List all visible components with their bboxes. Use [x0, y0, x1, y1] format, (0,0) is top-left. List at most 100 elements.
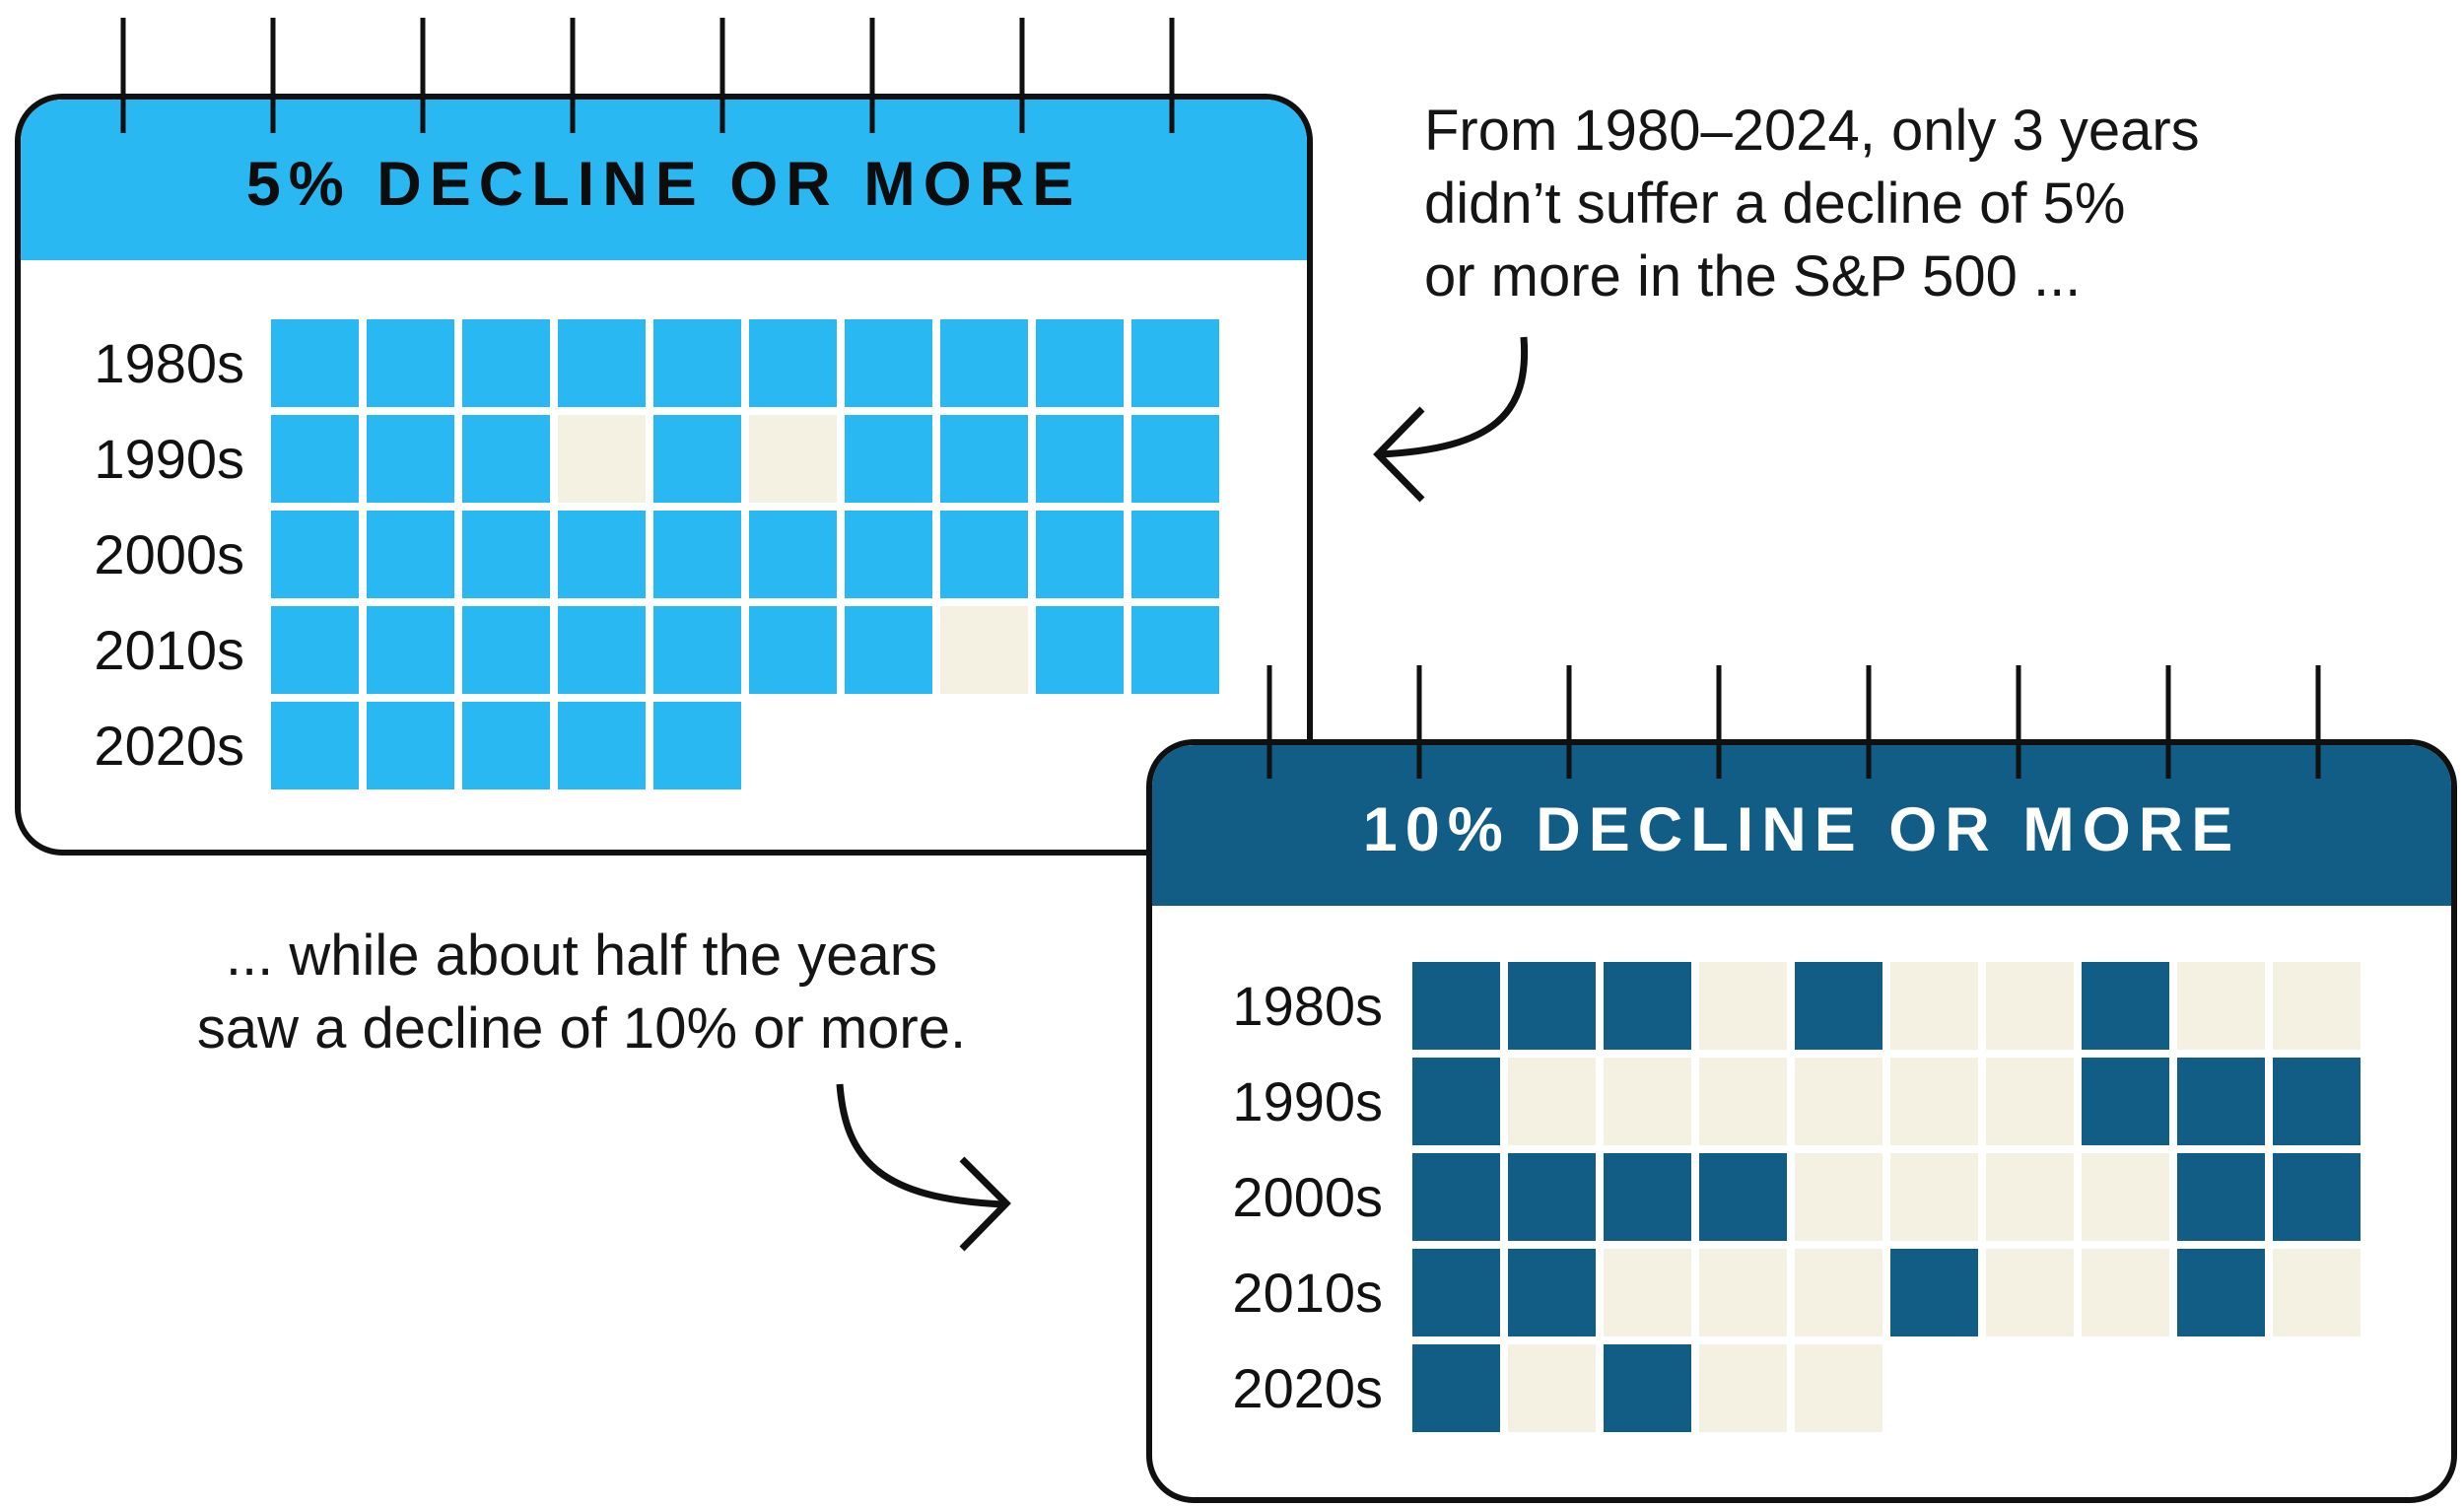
- year-cell-decline: [271, 415, 359, 503]
- year-cell-no-decline: [1795, 1153, 1882, 1241]
- panel-5pct-title: 5% DECLINE OR MORE: [245, 149, 1082, 219]
- year-cell-no-decline: [2082, 1249, 2169, 1336]
- year-cell-no-decline: [1604, 1249, 1691, 1336]
- decade-label: 1990s: [1232, 1070, 1383, 1132]
- panel-5pct-grid: 1980s 1990s 2000s 2010s 2020s: [21, 319, 1307, 789]
- year-cell-decline: [940, 319, 1028, 407]
- panel-10pct-title: 10% DECLINE OR MORE: [1362, 794, 2241, 864]
- year-cell-decline: [940, 511, 1028, 598]
- year-cell-no-decline: [749, 415, 837, 503]
- year-cell-decline: [367, 702, 454, 789]
- year-cell-decline: [749, 319, 837, 407]
- year-cell-decline: [2082, 962, 2169, 1050]
- year-cell-decline: [558, 319, 646, 407]
- year-cell-decline: [653, 319, 741, 407]
- year-cells: [271, 606, 1219, 694]
- year-cell-no-decline: [2273, 1249, 2361, 1336]
- decade-row: 2000s: [21, 511, 1307, 598]
- panel-5pct-header: 5% DECLINE OR MORE: [21, 100, 1307, 260]
- year-cells: [271, 319, 1219, 407]
- year-cell-no-decline: [1890, 1153, 1978, 1241]
- year-cell-no-decline: [2273, 962, 2361, 1050]
- year-cell-decline: [2273, 1058, 2361, 1145]
- year-cell-decline: [845, 606, 932, 694]
- year-cell-decline: [271, 511, 359, 598]
- year-cell-decline: [2177, 1058, 2265, 1145]
- year-cell-decline: [1412, 962, 1500, 1050]
- year-cell-decline: [462, 415, 550, 503]
- curved-arrow-to-10pct-panel: [836, 1083, 1011, 1252]
- year-cell-no-decline: [1795, 1058, 1882, 1145]
- decade-label: 2000s: [1232, 1166, 1383, 1228]
- panel-5pct-decline: 5% DECLINE OR MORE 1980s 1990s 2000s 2010s 2…: [15, 94, 1313, 856]
- year-cell-decline: [845, 511, 932, 598]
- year-cell-no-decline: [1986, 962, 2074, 1050]
- year-cell-decline: [1508, 962, 1596, 1050]
- year-cell-decline: [367, 319, 454, 407]
- year-cell-decline: [1412, 1153, 1500, 1241]
- year-cell-decline: [1412, 1249, 1500, 1336]
- year-cell-decline: [367, 511, 454, 598]
- year-cells: [271, 702, 741, 789]
- year-cell-no-decline: [1699, 962, 1787, 1050]
- decade-label: 2020s: [1232, 1357, 1383, 1419]
- decade-label: 1980s: [1232, 975, 1383, 1037]
- year-cell-no-decline: [2082, 1153, 2169, 1241]
- year-cell-decline: [845, 319, 932, 407]
- year-cell-decline: [1604, 1153, 1691, 1241]
- year-cell-decline: [367, 606, 454, 694]
- year-cell-no-decline: [1699, 1249, 1787, 1336]
- panel-10pct-grid: 1980s 1990s 2000s 2010s 2020s: [1152, 962, 2451, 1432]
- note-10pct-line-1: ... while about half the years: [225, 924, 938, 988]
- year-cell-decline: [749, 511, 837, 598]
- decade-label: 2010s: [1232, 1262, 1383, 1324]
- year-cell-decline: [845, 415, 932, 503]
- decade-label: 1980s: [94, 332, 244, 394]
- year-cell-decline: [462, 511, 550, 598]
- year-cell-decline: [558, 702, 646, 789]
- note-10pct: ... while about half the years saw a dec…: [54, 920, 1109, 1065]
- year-cell-decline: [1131, 415, 1219, 503]
- year-cell-decline: [462, 702, 550, 789]
- year-cell-decline: [1795, 962, 1882, 1050]
- year-cell-no-decline: [1890, 962, 1978, 1050]
- decade-row: 2000s: [1152, 1153, 2451, 1241]
- year-cell-decline: [367, 415, 454, 503]
- decade-row: 1980s: [1152, 962, 2451, 1050]
- note-5pct-line-1: From 1980–2024, only 3 years: [1424, 99, 2200, 163]
- year-cell-decline: [1131, 511, 1219, 598]
- year-cell-no-decline: [1890, 1058, 1978, 1145]
- year-cell-no-decline: [2177, 962, 2265, 1050]
- year-cell-decline: [2082, 1058, 2169, 1145]
- year-cell-no-decline: [1699, 1058, 1787, 1145]
- year-cell-decline: [1131, 606, 1219, 694]
- year-cell-decline: [1131, 319, 1219, 407]
- year-cells: [271, 415, 1219, 503]
- decade-row: 1980s: [21, 319, 1307, 407]
- decade-label: 2000s: [94, 523, 244, 585]
- year-cell-no-decline: [1795, 1344, 1882, 1432]
- year-cell-no-decline: [1508, 1058, 1596, 1145]
- year-cell-decline: [1699, 1153, 1787, 1241]
- year-cell-decline: [1604, 962, 1691, 1050]
- note-5pct: From 1980–2024, only 3 years didn’t suff…: [1424, 95, 2200, 313]
- year-cell-no-decline: [1508, 1344, 1596, 1432]
- year-cell-decline: [749, 606, 837, 694]
- decade-label: 2010s: [94, 619, 244, 681]
- year-cell-decline: [1036, 415, 1124, 503]
- year-cells: [1412, 1344, 1882, 1432]
- year-cells: [1412, 1249, 2361, 1336]
- note-5pct-line-2: didn’t suffer a decline of 5%: [1424, 171, 2126, 236]
- year-cells: [1412, 1153, 2361, 1241]
- panel-10pct-header: 10% DECLINE OR MORE: [1152, 745, 2451, 906]
- year-cell-decline: [1036, 606, 1124, 694]
- decade-row: 1990s: [1152, 1058, 2451, 1145]
- year-cell-no-decline: [1795, 1249, 1882, 1336]
- year-cell-decline: [2177, 1249, 2265, 1336]
- year-cell-no-decline: [558, 415, 646, 503]
- year-cell-decline: [271, 606, 359, 694]
- decade-row: 1990s: [21, 415, 1307, 503]
- decade-row: 2010s: [1152, 1249, 2451, 1336]
- year-cell-decline: [1508, 1249, 1596, 1336]
